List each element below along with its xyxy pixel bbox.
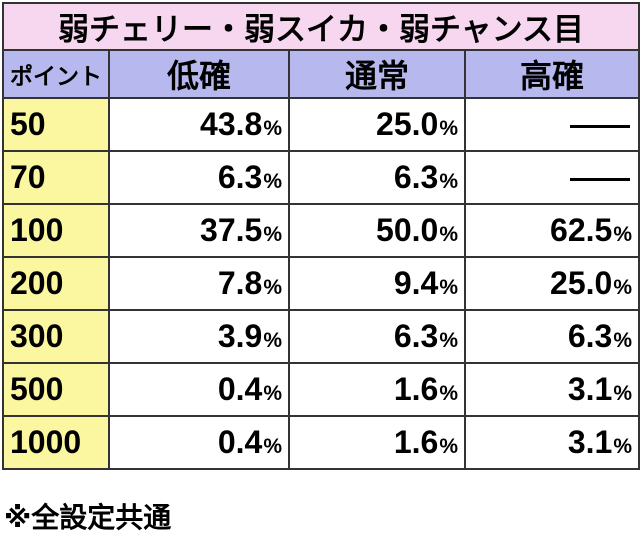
header-point: ポイント bbox=[2, 49, 110, 99]
value-cell-normal: 6.3% bbox=[288, 309, 466, 364]
table-body: 50 43.8% 25.0% 70 6.3% 6.3% 100 37.5% 50.0% 62.5%… bbox=[2, 97, 640, 470]
percent-sign: % bbox=[613, 276, 633, 299]
point-cell: 100 bbox=[2, 203, 110, 258]
value-number: 0.4 bbox=[217, 424, 263, 460]
value-number: 6.3 bbox=[393, 159, 439, 195]
point-cell: 300 bbox=[2, 309, 110, 364]
table-row: 100 37.5% 50.0% 62.5% bbox=[2, 203, 640, 258]
header-high: 高確 bbox=[463, 49, 640, 99]
value-cell-high: 25.0% bbox=[463, 256, 640, 311]
percent-sign: % bbox=[613, 223, 633, 246]
value-number: 1.6 bbox=[393, 424, 439, 460]
value-cell-high: 62.5% bbox=[463, 203, 640, 258]
value-cell-low: 7.8% bbox=[108, 256, 290, 311]
percent-sign: % bbox=[263, 276, 282, 299]
percent-sign: % bbox=[439, 382, 458, 405]
value-number: 0.4 bbox=[217, 371, 263, 407]
percent-sign: % bbox=[613, 435, 633, 458]
value-number: 6.3 bbox=[217, 159, 263, 195]
header-low: 低確 bbox=[108, 49, 290, 99]
value-number: 6.3 bbox=[567, 318, 613, 354]
table-row: 1000 0.4% 1.6% 3.1% bbox=[2, 415, 640, 470]
table-row: 500 0.4% 1.6% 3.1% bbox=[2, 362, 640, 417]
percent-sign: % bbox=[439, 329, 458, 352]
percent-sign: % bbox=[263, 170, 282, 193]
probability-table: 弱チェリー・弱スイカ・弱チャンス目 ポイント 低確 通常 高確 50 43.8% 2… bbox=[1, 2, 640, 470]
value-number: 50.0 bbox=[376, 212, 439, 248]
value-number: 6.3 bbox=[393, 318, 439, 354]
percent-sign: % bbox=[439, 223, 458, 246]
value-number: 62.5 bbox=[550, 212, 613, 248]
percent-sign: % bbox=[263, 435, 282, 458]
value-cell-low: 3.9% bbox=[108, 309, 290, 364]
percent-sign: % bbox=[263, 223, 282, 246]
dash-symbol bbox=[570, 125, 631, 129]
value-cell-high: 3.1% bbox=[463, 362, 640, 417]
value-number: 43.8 bbox=[200, 106, 263, 142]
header-normal: 通常 bbox=[288, 49, 466, 99]
value-cell-low: 37.5% bbox=[108, 203, 290, 258]
point-cell: 500 bbox=[2, 362, 110, 417]
value-cell-high: 6.3% bbox=[463, 309, 640, 364]
value-cell-normal: 25.0% bbox=[288, 97, 466, 152]
percent-sign: % bbox=[613, 329, 633, 352]
value-number: 9.4 bbox=[393, 265, 439, 301]
value-number: 25.0 bbox=[376, 106, 439, 142]
table-row: 50 43.8% 25.0% bbox=[2, 97, 640, 152]
percent-sign: % bbox=[439, 170, 458, 193]
percent-sign: % bbox=[263, 329, 282, 352]
value-cell-normal: 6.3% bbox=[288, 150, 466, 205]
value-number: 25.0 bbox=[550, 265, 613, 301]
value-cell-low: 43.8% bbox=[108, 97, 290, 152]
percent-sign: % bbox=[439, 117, 458, 140]
point-cell: 1000 bbox=[2, 415, 110, 470]
value-number: 37.5 bbox=[200, 212, 263, 248]
value-cell-normal: 1.6% bbox=[288, 415, 466, 470]
value-number: 1.6 bbox=[393, 371, 439, 407]
point-cell: 200 bbox=[2, 256, 110, 311]
percent-sign: % bbox=[439, 435, 458, 458]
table-row: 70 6.3% 6.3% bbox=[2, 150, 640, 205]
table-row: 300 3.9% 6.3% 6.3% bbox=[2, 309, 640, 364]
value-cell-high bbox=[463, 97, 640, 152]
percent-sign: % bbox=[263, 117, 282, 140]
percent-sign: % bbox=[263, 382, 282, 405]
value-cell-low: 0.4% bbox=[108, 415, 290, 470]
point-cell: 70 bbox=[2, 150, 110, 205]
value-cell-low: 6.3% bbox=[108, 150, 290, 205]
value-number: 3.9 bbox=[217, 318, 263, 354]
value-cell-high: 3.1% bbox=[463, 415, 640, 470]
footnote: ※全設定共通 bbox=[4, 501, 172, 534]
probability-table-container: 弱チェリー・弱スイカ・弱チャンス目 ポイント 低確 通常 高確 50 43.8% 2… bbox=[1, 2, 640, 470]
table-row: 200 7.8% 9.4% 25.0% bbox=[2, 256, 640, 311]
value-number: 7.8 bbox=[217, 265, 263, 301]
value-number: 3.1 bbox=[567, 424, 613, 460]
value-cell-high bbox=[463, 150, 640, 205]
value-cell-low: 0.4% bbox=[108, 362, 290, 417]
dash-symbol bbox=[570, 178, 631, 182]
value-cell-normal: 1.6% bbox=[288, 362, 466, 417]
value-cell-normal: 50.0% bbox=[288, 203, 466, 258]
percent-sign: % bbox=[613, 382, 633, 405]
value-cell-normal: 9.4% bbox=[288, 256, 466, 311]
table-title: 弱チェリー・弱スイカ・弱チャンス目 bbox=[1, 2, 640, 51]
percent-sign: % bbox=[439, 276, 458, 299]
value-number: 3.1 bbox=[567, 371, 613, 407]
point-cell: 50 bbox=[2, 97, 110, 152]
